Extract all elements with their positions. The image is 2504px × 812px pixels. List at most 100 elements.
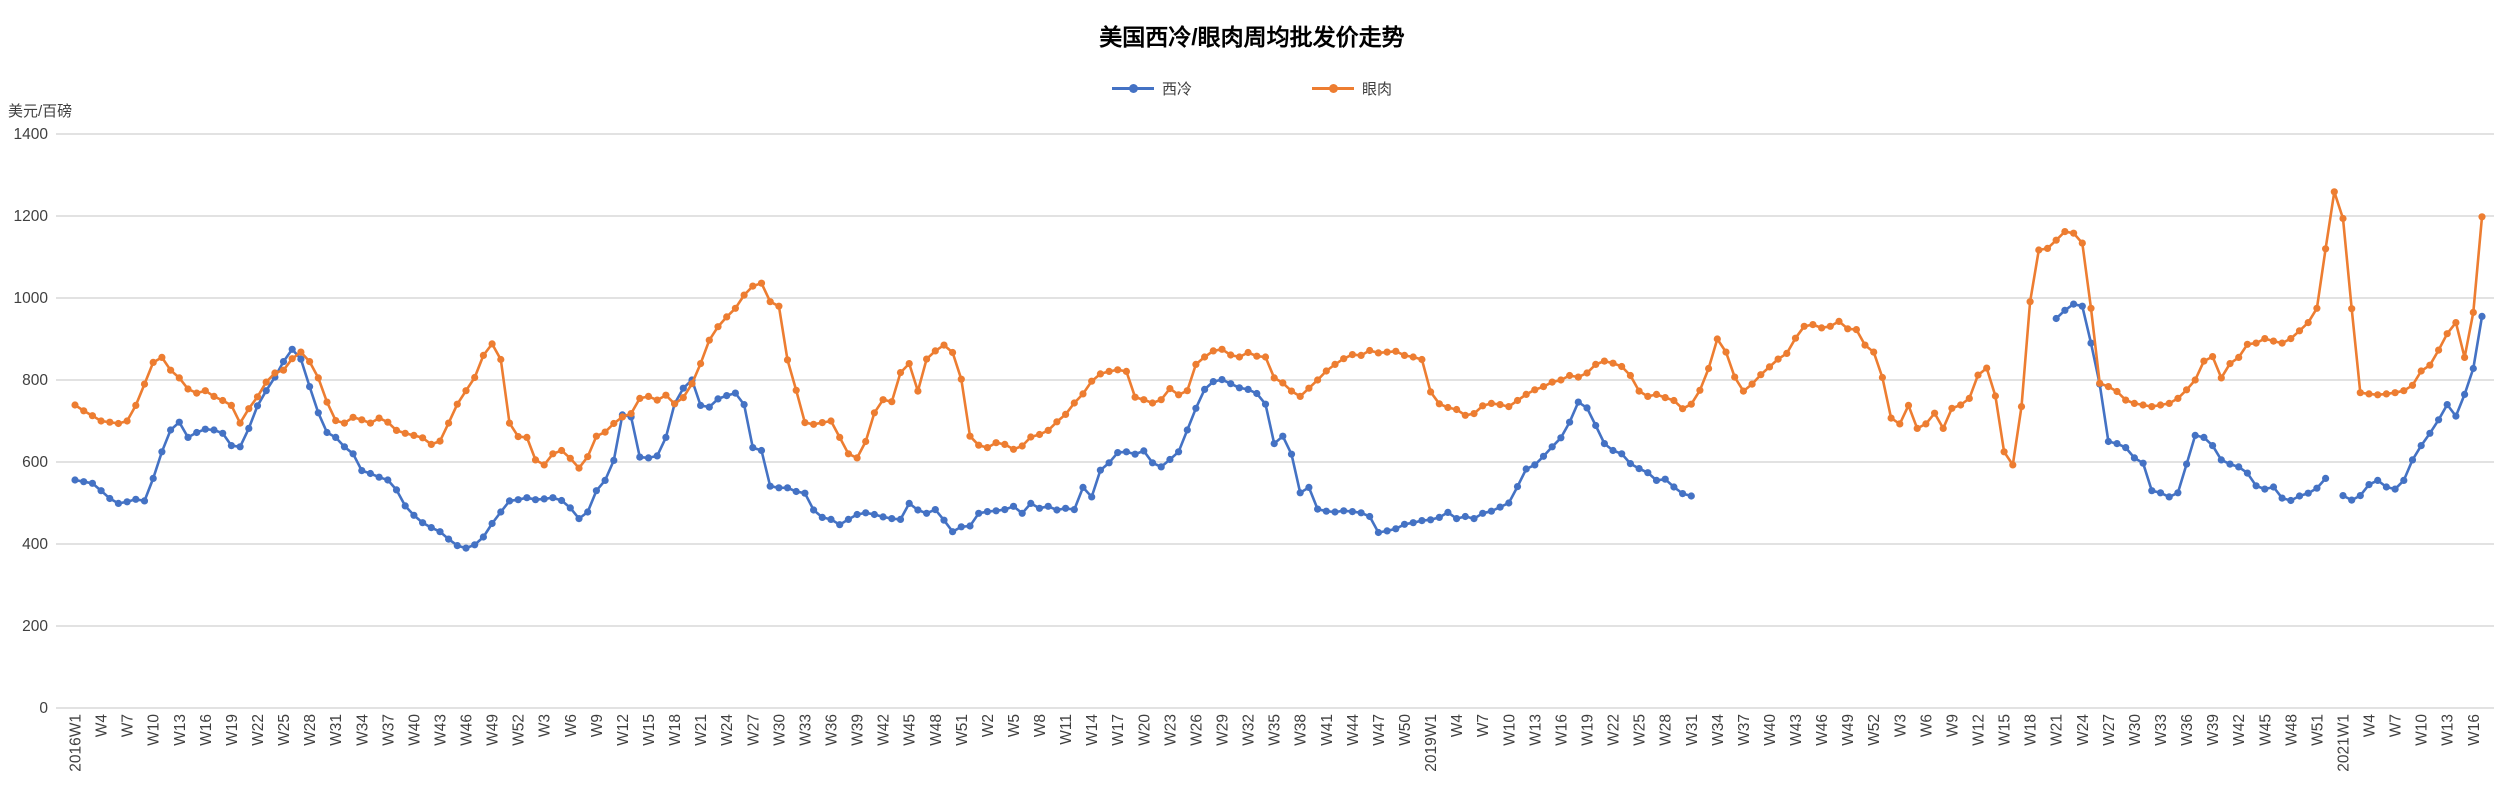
data-point-yanrou xyxy=(1218,345,1226,353)
data-point-yanrou xyxy=(914,387,922,395)
data-point-yanrou xyxy=(97,417,105,425)
data-point-xileng xyxy=(662,433,670,441)
data-point-xileng xyxy=(1166,455,1174,464)
data-point-yanrou xyxy=(1461,411,1469,419)
data-point-yanrou xyxy=(1496,401,1504,409)
data-point-yanrou xyxy=(2183,386,2191,394)
data-point-yanrou xyxy=(792,386,800,394)
data-point-xileng xyxy=(193,428,201,437)
data-point-xileng xyxy=(227,442,235,450)
data-point-yanrou xyxy=(366,419,374,427)
data-point-yanrou xyxy=(392,426,401,434)
data-point-yanrou xyxy=(1053,418,1061,426)
data-point-xileng xyxy=(1218,376,1226,384)
legend-label: 眼肉 xyxy=(1362,81,1393,98)
data-point-xileng xyxy=(2156,489,2165,497)
data-point-yanrou xyxy=(1922,420,1930,428)
data-point-yanrou xyxy=(1470,410,1478,418)
data-point-yanrou xyxy=(1696,386,1704,394)
data-point-yanrou xyxy=(810,420,818,428)
x-tick-label: W11 xyxy=(1058,714,1075,745)
data-point-yanrou xyxy=(201,387,209,395)
data-point-yanrou xyxy=(1400,351,1409,359)
data-point-yanrou xyxy=(1878,373,1886,382)
data-point-xileng xyxy=(801,489,809,497)
data-point-yanrou xyxy=(1261,353,1270,361)
data-point-yanrou xyxy=(2374,391,2382,399)
data-point-yanrou xyxy=(2000,448,2008,456)
data-point-xileng xyxy=(1340,507,1348,515)
x-tick-label: W14 xyxy=(1084,714,1101,746)
data-point-yanrou xyxy=(419,434,427,442)
x-tick-label: W44 xyxy=(1345,714,1362,746)
data-point-xileng xyxy=(1053,506,1061,514)
data-point-yanrou xyxy=(167,366,175,374)
data-point-xileng xyxy=(636,453,644,461)
data-point-yanrou xyxy=(1348,351,1356,359)
data-point-yanrou xyxy=(1626,371,1634,380)
data-point-yanrou xyxy=(558,446,566,455)
data-point-yanrou xyxy=(158,353,166,361)
data-point-yanrou xyxy=(71,401,79,409)
legend-line-marker-icon xyxy=(1111,84,1154,93)
data-point-yanrou xyxy=(1679,405,1687,413)
data-point-xileng xyxy=(210,426,218,434)
data-point-yanrou xyxy=(184,385,192,393)
data-point-xileng xyxy=(2174,489,2182,497)
data-point-xileng xyxy=(419,519,427,527)
data-point-yanrou xyxy=(2400,387,2408,395)
data-point-xileng xyxy=(2365,481,2373,489)
data-point-yanrou xyxy=(775,302,783,310)
data-point-xileng xyxy=(2217,456,2225,464)
data-point-yanrou xyxy=(1566,371,1574,380)
data-point-yanrou xyxy=(2130,399,2138,407)
data-point-xileng xyxy=(2104,437,2112,446)
data-point-xileng xyxy=(1348,508,1356,516)
x-tick-label: W17 xyxy=(1110,714,1127,746)
data-point-yanrou xyxy=(1722,348,1730,356)
data-point-xileng xyxy=(1626,460,1634,468)
x-tick-label: W37 xyxy=(380,714,397,746)
data-point-xileng xyxy=(992,507,1000,515)
x-tick-label: W25 xyxy=(276,714,293,746)
x-tick-label: W52 xyxy=(511,714,528,746)
data-point-yanrou xyxy=(992,439,1000,447)
data-point-yanrou xyxy=(1183,387,1191,395)
data-point-yanrou xyxy=(288,355,296,363)
data-point-yanrou xyxy=(2243,340,2251,348)
data-point-yanrou xyxy=(140,380,149,388)
data-point-xileng xyxy=(2400,476,2408,484)
data-point-yanrou xyxy=(1505,403,1513,411)
data-point-xileng xyxy=(1018,509,1026,517)
y-tick-label: 1200 xyxy=(14,208,49,225)
data-point-yanrou xyxy=(1583,369,1591,377)
data-point-xileng xyxy=(349,450,357,458)
data-point-yanrou xyxy=(671,400,679,408)
data-point-yanrou xyxy=(2304,319,2312,327)
data-point-yanrou xyxy=(306,358,314,366)
data-point-yanrou xyxy=(783,356,792,364)
data-point-xileng xyxy=(2070,300,2078,308)
x-tick-label: W49 xyxy=(485,714,502,746)
data-point-yanrou xyxy=(1765,363,1774,371)
data-point-yanrou xyxy=(505,419,514,427)
legend-item-xileng[interactable]: 西冷 xyxy=(1111,78,1192,99)
data-point-yanrou xyxy=(1818,324,1826,332)
data-point-xileng xyxy=(1583,404,1591,412)
legend-item-yanrou[interactable]: 眼肉 xyxy=(1312,78,1392,99)
data-point-yanrou xyxy=(1383,348,1391,356)
data-point-xileng xyxy=(1235,384,1243,392)
data-point-xileng xyxy=(1279,432,1287,440)
data-point-xileng xyxy=(1357,509,1365,517)
data-point-yanrou xyxy=(1791,334,1800,342)
x-tick-label: W13 xyxy=(172,714,189,746)
data-point-yanrou xyxy=(740,291,748,299)
data-point-xileng xyxy=(445,535,453,543)
data-point-yanrou xyxy=(253,393,262,401)
data-point-yanrou xyxy=(1366,346,1374,355)
data-point-xileng xyxy=(2339,492,2347,500)
data-point-xileng xyxy=(1070,506,1078,514)
y-tick-label: 600 xyxy=(22,454,48,471)
data-point-xileng xyxy=(540,495,548,503)
x-tick-label: W40 xyxy=(406,714,423,746)
